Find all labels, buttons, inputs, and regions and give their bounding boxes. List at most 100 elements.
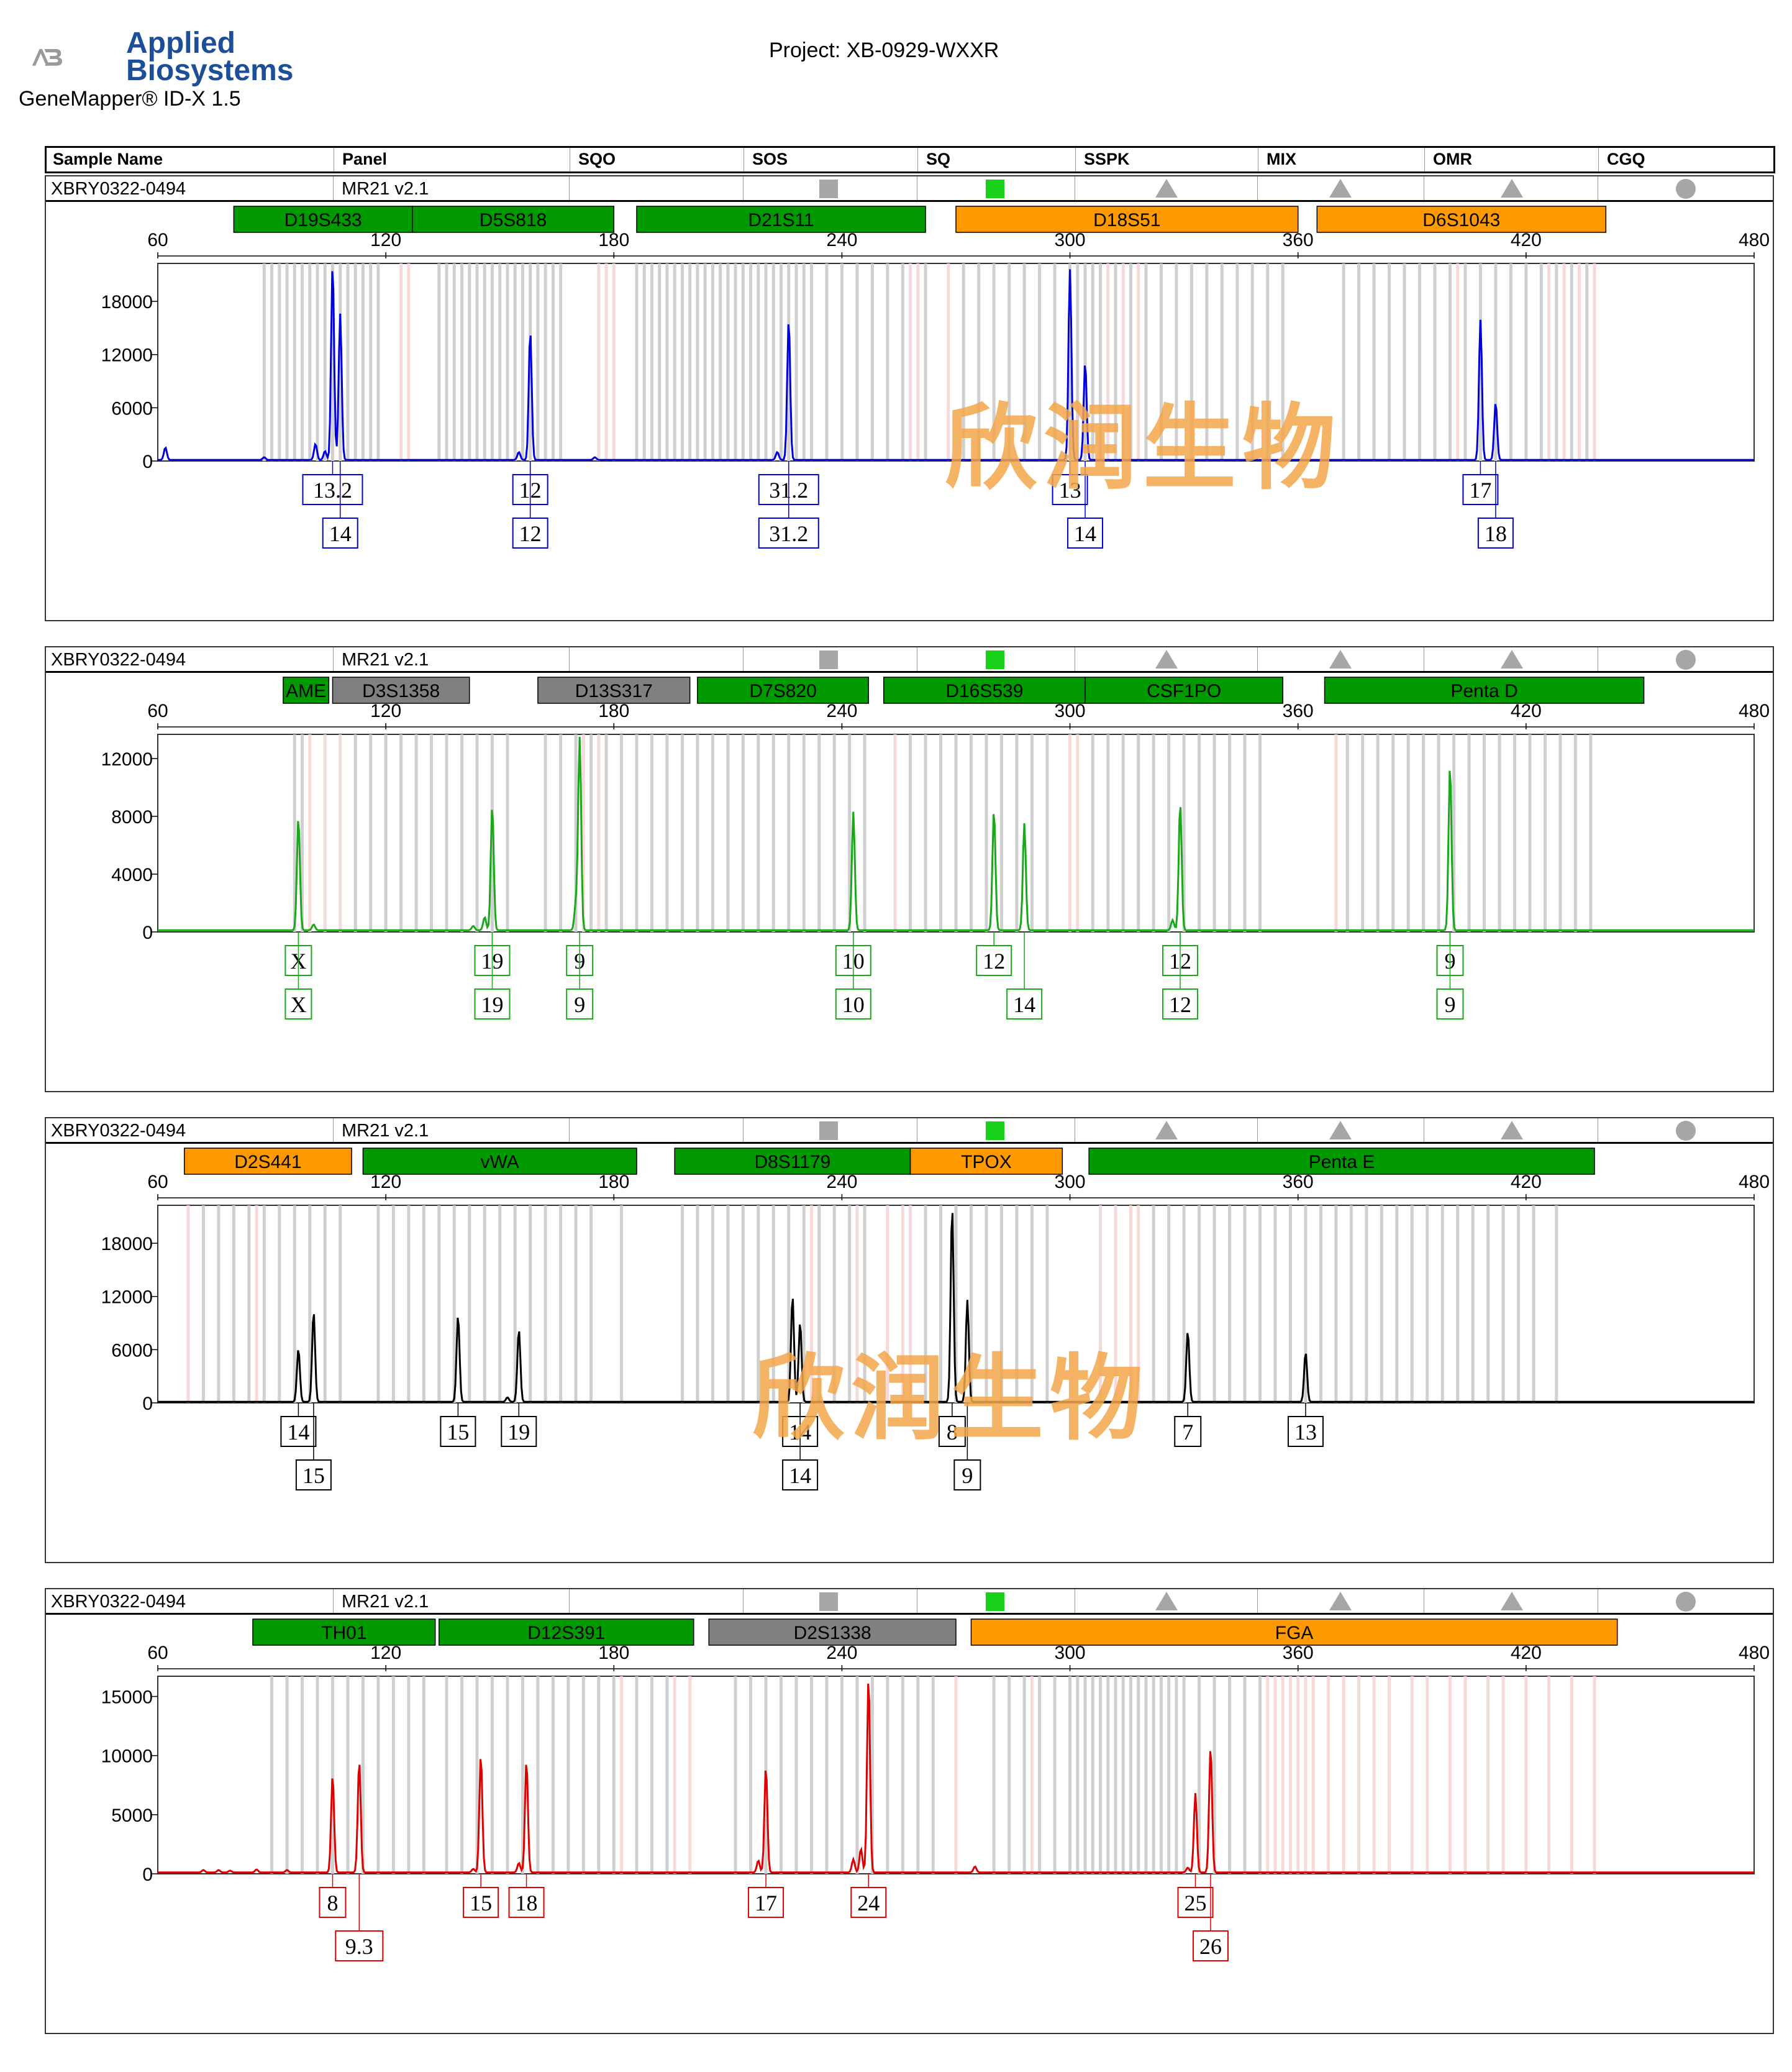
- locus-d12s391[interactable]: D12S391: [439, 1618, 694, 1646]
- allele-label[interactable]: 17: [1462, 461, 1499, 505]
- locus-d6s1043[interactable]: D6S1043: [1316, 206, 1607, 233]
- svg-text:TPOX: TPOX: [961, 1152, 1012, 1172]
- x-tick-label: 300: [1055, 701, 1086, 721]
- locus-penta-d[interactable]: Penta D: [1324, 677, 1645, 704]
- allele-label[interactable]: 7: [1174, 1403, 1202, 1447]
- allele-label[interactable]: 19: [474, 932, 511, 1020]
- trace-line: [158, 1213, 1754, 1403]
- col-sos[interactable]: SOS: [752, 150, 788, 168]
- svg-text:14: 14: [1074, 521, 1096, 546]
- x-tick-label: 60: [147, 1643, 168, 1663]
- plot-area: [157, 263, 1755, 462]
- col-sqo[interactable]: SQO: [578, 150, 616, 168]
- svg-text:14: 14: [329, 521, 352, 546]
- sample-name: XBRY0322-0494: [51, 650, 186, 670]
- locus-d3s1358[interactable]: D3S1358: [332, 677, 470, 704]
- brand-line1: Applied: [126, 27, 235, 60]
- table-header: Sample Name Panel SQO SOS SQ SSPK MIX OM…: [45, 146, 1775, 173]
- col-cgq[interactable]: CGQ: [1607, 150, 1645, 168]
- allele-label[interactable]: 31.2: [758, 461, 819, 549]
- allele-label[interactable]: 15: [463, 1874, 499, 1918]
- allele-label[interactable]: 9: [1436, 932, 1464, 1020]
- y-tick-label: 12000: [101, 1287, 153, 1308]
- sample-panel-2[interactable]: XBRY0322-0494 MR21 v2.1 AME D3S1358 D13S317 D…: [45, 646, 1774, 1092]
- allele-label[interactable]: 12: [976, 932, 1012, 976]
- col-sample-name[interactable]: Sample Name: [53, 150, 163, 168]
- locus-d19s433[interactable]: D19S433: [233, 206, 413, 233]
- locus-d16s539[interactable]: D16S539: [883, 677, 1086, 704]
- allele-label[interactable]: 15: [440, 1403, 476, 1447]
- svg-text:15: 15: [470, 1891, 492, 1915]
- locus-th01[interactable]: TH01: [252, 1618, 436, 1646]
- allele-label[interactable]: 8: [938, 1403, 966, 1447]
- col-sspk[interactable]: SSPK: [1084, 150, 1130, 168]
- svg-text:D19S433: D19S433: [284, 210, 362, 230]
- locus-d2s441[interactable]: D2S441: [184, 1148, 352, 1175]
- allele-label[interactable]: 13: [1052, 461, 1088, 505]
- locus-vwa[interactable]: vWA: [362, 1148, 637, 1175]
- svg-text:12: 12: [983, 949, 1005, 974]
- locus-d7s820[interactable]: D7S820: [697, 677, 870, 704]
- svg-text:TH01: TH01: [321, 1623, 366, 1643]
- allele-label[interactable]: 24: [850, 1874, 887, 1918]
- locus-tpox[interactable]: TPOX: [909, 1148, 1063, 1175]
- allele-label[interactable]: 15: [295, 1403, 332, 1490]
- allele-label[interactable]: 12: [1162, 932, 1199, 1020]
- status-sq-icon: [986, 1592, 1004, 1611]
- locus-csf1po[interactable]: CSF1PO: [1085, 677, 1283, 704]
- status-sspk-icon: [1155, 179, 1178, 198]
- sample-panel-3[interactable]: XBRY0322-0494 MR21 v2.1 D2S441 vWA D8S1179 TP…: [45, 1117, 1774, 1563]
- allele-label[interactable]: 14: [782, 1403, 819, 1490]
- allele-label[interactable]: 18: [1477, 461, 1514, 549]
- x-tick-label: 420: [1511, 1172, 1542, 1192]
- y-tick-label: 4000: [111, 865, 153, 885]
- allele-label[interactable]: 13: [1287, 1403, 1324, 1447]
- sample-row[interactable]: XBRY0322-0494 MR21 v2.1: [46, 647, 1773, 673]
- allele-label[interactable]: 17: [748, 1874, 785, 1918]
- allele-label[interactable]: 9: [953, 1403, 981, 1490]
- allele-label[interactable]: X: [284, 932, 312, 1020]
- allele-label[interactable]: 14: [322, 461, 358, 549]
- svg-text:D12S391: D12S391: [527, 1623, 605, 1643]
- sample-panel-4[interactable]: XBRY0322-0494 MR21 v2.1 TH01 D12S391 D2S1338…: [45, 1588, 1774, 2034]
- x-tick-label: 180: [598, 1172, 629, 1192]
- locus-d18s51[interactable]: D18S51: [955, 206, 1299, 233]
- allele-label[interactable]: 9: [566, 932, 594, 1020]
- x-tick-label: 480: [1739, 1172, 1770, 1192]
- allele-label[interactable]: 25: [1177, 1874, 1214, 1918]
- sample-row[interactable]: XBRY0322-0494 MR21 v2.1: [46, 1589, 1773, 1615]
- locus-d2s1338[interactable]: D2S1338: [708, 1618, 957, 1646]
- allele-label[interactable]: 14: [280, 1403, 317, 1447]
- x-tick-label: 60: [147, 1172, 168, 1192]
- allele-label[interactable]: 14: [1006, 932, 1043, 1020]
- svg-text:19: 19: [507, 1420, 530, 1444]
- col-omr[interactable]: OMR: [1433, 150, 1472, 168]
- locus-d13s317[interactable]: D13S317: [537, 677, 691, 704]
- allele-label[interactable]: 19: [501, 1403, 537, 1447]
- col-mix[interactable]: MIX: [1267, 150, 1297, 168]
- locus-ame[interactable]: AME: [283, 677, 330, 704]
- svg-text:15: 15: [302, 1463, 325, 1488]
- allele-label[interactable]: 9.3: [335, 1874, 384, 1961]
- x-tick-label: 180: [598, 1643, 629, 1663]
- locus-penta-e[interactable]: Penta E: [1088, 1148, 1595, 1175]
- allele-label[interactable]: 14: [1067, 461, 1104, 549]
- locus-fga[interactable]: FGA: [970, 1618, 1618, 1646]
- allele-label[interactable]: 13.2: [302, 461, 363, 505]
- y-tick-label: 6000: [111, 398, 153, 419]
- sample-panel-1[interactable]: XBRY0322-0494 MR21 v2.1 D19S433 D5S818 D21S1…: [45, 175, 1774, 621]
- status-sq-icon: [986, 650, 1004, 669]
- allele-label[interactable]: 8: [319, 1874, 347, 1918]
- sample-row[interactable]: XBRY0322-0494 MR21 v2.1: [46, 1118, 1773, 1144]
- col-sq[interactable]: SQ: [926, 150, 951, 168]
- col-panel[interactable]: Panel: [342, 150, 388, 168]
- svg-text:17: 17: [755, 1891, 777, 1915]
- locus-d8s1179[interactable]: D8S1179: [674, 1148, 911, 1175]
- allele-label[interactable]: 26: [1192, 1874, 1229, 1961]
- sample-row[interactable]: XBRY0322-0494 MR21 v2.1: [46, 176, 1773, 202]
- allele-label[interactable]: 18: [508, 1874, 545, 1918]
- allele-label[interactable]: 10: [835, 932, 871, 1020]
- allele-label[interactable]: 12: [512, 461, 548, 549]
- locus-d21s11[interactable]: D21S11: [636, 206, 926, 233]
- locus-d5s818[interactable]: D5S818: [412, 206, 615, 233]
